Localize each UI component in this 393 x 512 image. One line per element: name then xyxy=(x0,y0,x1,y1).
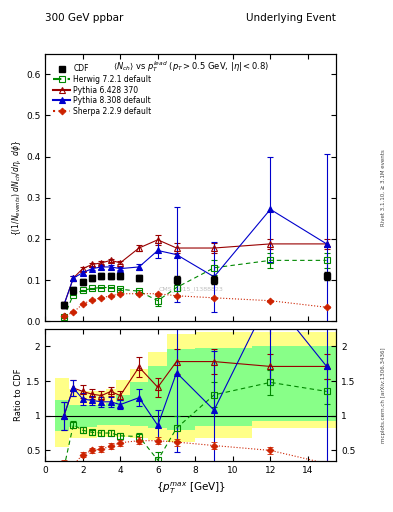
Text: mcplots.cern.ch [arXiv:1306.3436]: mcplots.cern.ch [arXiv:1306.3436] xyxy=(381,347,386,443)
Bar xyxy=(116,395,130,425)
Bar xyxy=(195,332,252,438)
Bar xyxy=(149,366,167,428)
Text: 300 GeV ppbar: 300 GeV ppbar xyxy=(45,13,123,23)
Bar xyxy=(195,348,252,426)
Legend: CDF, Herwig 7.2.1 default, Pythia 6.428 370, Pythia 8.308 default, Sherpa 2.2.9 : CDF, Herwig 7.2.1 default, Pythia 6.428 … xyxy=(52,63,153,117)
Bar xyxy=(106,403,116,425)
Bar xyxy=(97,406,106,425)
Bar xyxy=(97,391,106,437)
Text: Underlying Event: Underlying Event xyxy=(246,13,336,23)
Bar xyxy=(87,391,97,438)
Text: $\langle N_{ch}\rangle$ vs $p_T^{lead}$ ($p_T > 0.5$ GeV, $|\eta| < 0.8$): $\langle N_{ch}\rangle$ vs $p_T^{lead}$ … xyxy=(112,59,269,74)
Bar xyxy=(69,389,78,438)
Bar xyxy=(167,334,195,442)
Bar xyxy=(87,406,97,427)
Bar xyxy=(130,382,149,426)
Y-axis label: $\{(1/N_{events})\ dN_{ch}/d\eta,\ d\phi\}$: $\{(1/N_{events})\ dN_{ch}/d\eta,\ d\phi… xyxy=(10,139,23,236)
Bar xyxy=(252,346,336,421)
Bar xyxy=(149,352,167,440)
Bar xyxy=(69,404,78,427)
Bar xyxy=(116,379,130,437)
Text: CMS_2015_I1388823: CMS_2015_I1388823 xyxy=(158,286,223,292)
Y-axis label: Ratio to CDF: Ratio to CDF xyxy=(14,369,23,421)
Bar xyxy=(130,369,149,438)
Bar xyxy=(167,349,195,430)
X-axis label: $\{p_T^{max}\ [\mathrm{GeV}]\}$: $\{p_T^{max}\ [\mathrm{GeV}]\}$ xyxy=(156,480,226,496)
Bar xyxy=(106,389,116,437)
Bar xyxy=(78,406,87,427)
Bar xyxy=(78,391,87,438)
Bar xyxy=(252,332,336,428)
Bar xyxy=(55,400,69,431)
Text: Rivet 3.1.10, ≥ 3.1M events: Rivet 3.1.10, ≥ 3.1M events xyxy=(381,149,386,226)
Bar xyxy=(55,377,69,447)
